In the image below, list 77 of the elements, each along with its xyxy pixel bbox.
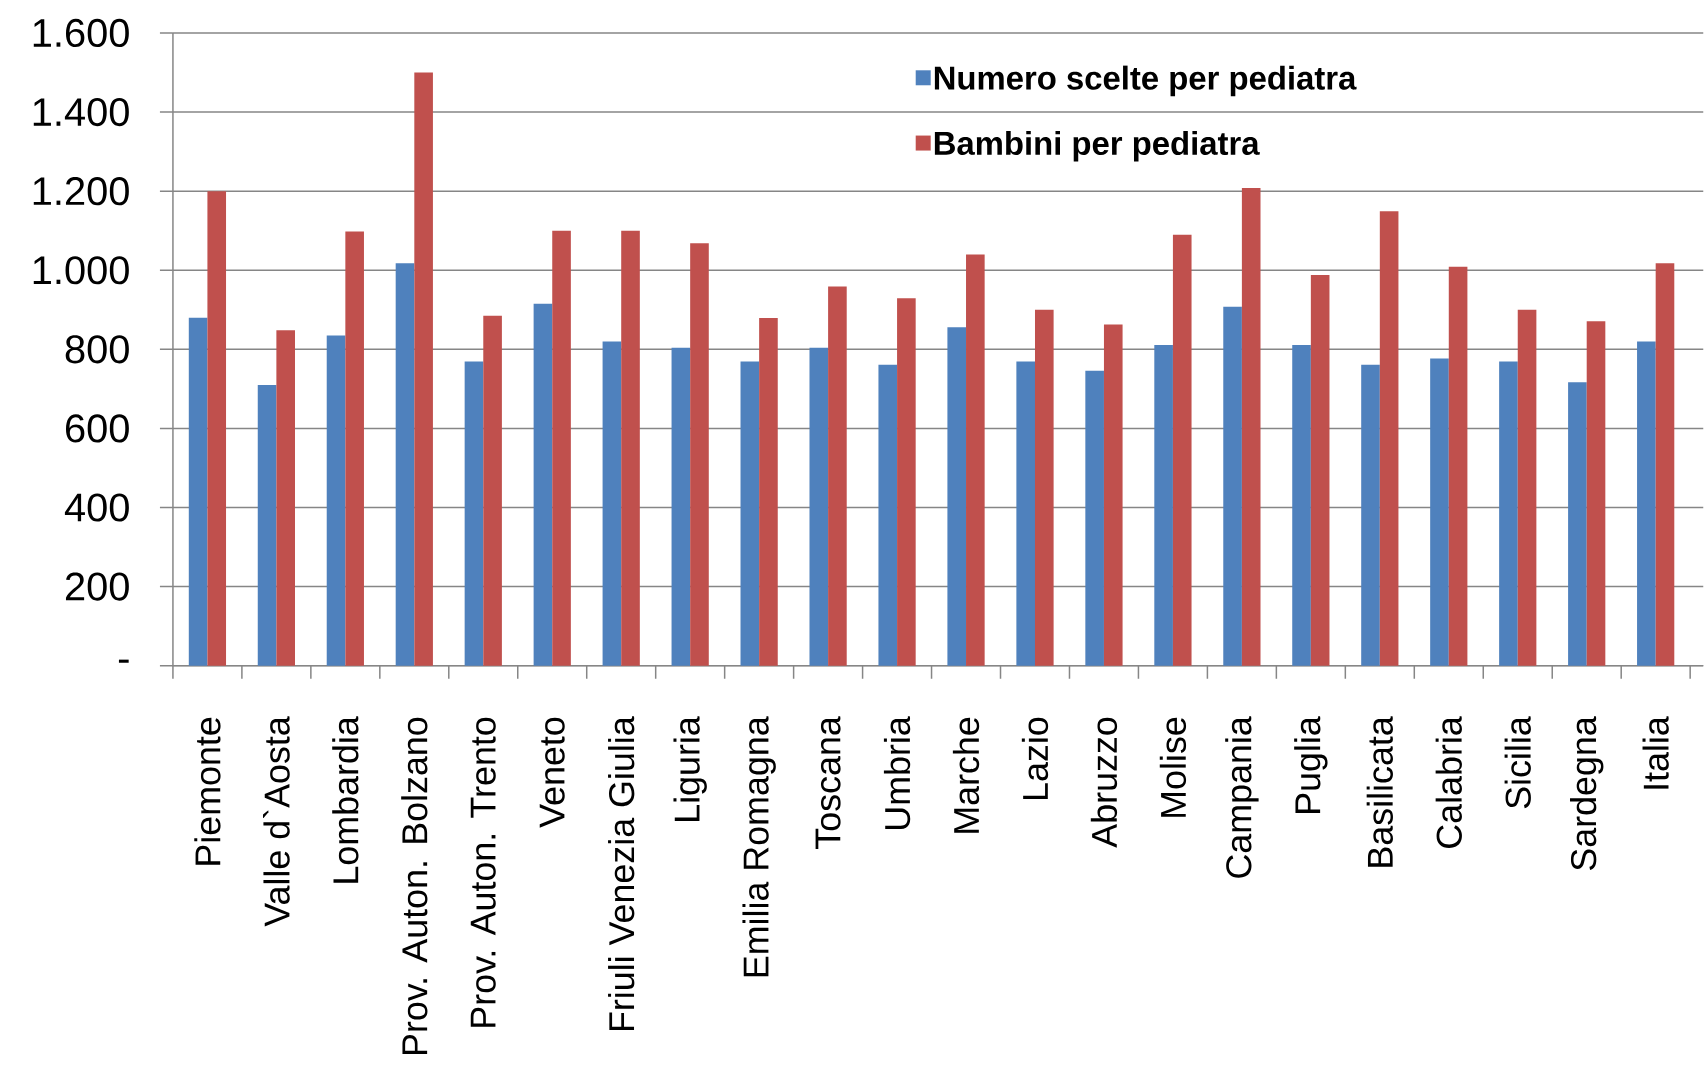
bar [1154,345,1173,666]
bar [1499,361,1518,666]
x-tick-label: Veneto [539,717,565,828]
bar [759,318,778,666]
bar [1016,361,1035,666]
bar [1292,345,1311,666]
x-tick-label: Lombardia [332,716,359,883]
x-tick-label: Italia [1642,716,1669,789]
bar [1310,275,1330,666]
x-tick-label: Sicilia [1504,716,1531,809]
bar [395,263,415,666]
x-tick-label: Calabria [1435,716,1462,849]
x-tick-label: Marche [952,718,980,834]
x-tick-label: Friuli Venezia Giulia [608,716,635,1031]
bar [1103,324,1123,666]
x-tick-label: Basilicata [1366,716,1393,867]
bar [1517,310,1537,666]
x-tick-label: Sardegna [1570,716,1604,871]
x-tick-label: Emilia Romagna [742,716,776,977]
bar [276,330,295,666]
bar [414,72,433,666]
bar [1637,341,1656,666]
bar [1430,358,1449,666]
bar [533,304,553,666]
x-tick-label: Campania [1225,716,1259,879]
bar [188,317,208,666]
bar [1172,234,1192,666]
y-tick-label: 1.600 [33,19,129,48]
y-tick-label: 1.400 [33,98,129,127]
bar [1085,370,1104,666]
bar [1568,382,1587,666]
bar [602,341,622,666]
bar [1241,188,1261,666]
bar [690,243,709,666]
bar [257,385,277,666]
y-tick-label: 400 [64,493,129,522]
x-tick-label: Prov. Auton. Bolzano [401,718,428,1055]
x-tick-label: Umbria [883,716,911,830]
legend-label: Numero scelte per pediatra [934,65,1357,97]
bar [207,191,227,666]
bar [326,335,346,666]
bar [897,298,916,666]
y-tick-label: 1.200 [33,177,129,206]
legend-label: Bambini per pediatra [934,131,1260,162]
bar [828,286,847,666]
x-tick-label: Lazio [1021,717,1049,800]
y-tick-label: 200 [65,572,129,601]
x-tick-label: Valle d`Aosta [263,716,290,927]
x-tick-label: Puglia [1294,716,1328,814]
bar [947,327,967,666]
bar [464,361,484,666]
bar [552,230,571,666]
x-tick-label: Molise [1159,718,1187,818]
bar [809,347,829,666]
x-tick-label: Liguria [673,716,707,822]
y-tick-label: 1.000 [33,256,129,285]
bar [878,365,898,666]
bar [1655,263,1675,666]
x-tick-label: Abruzzo [1090,717,1118,848]
bar [1034,310,1054,666]
bar [621,230,640,666]
bar [671,347,691,666]
x-tick-label: Prov. Auton. Trento [470,717,496,1027]
bar [1586,321,1606,666]
bar [740,361,760,666]
bar [345,231,364,666]
bar [1361,365,1380,666]
y-tick-label: 800 [65,335,129,364]
y-tick-label: 600 [65,414,129,443]
bar [966,254,985,666]
y-tick-label: - [118,659,129,663]
bar [483,315,502,666]
bar [1379,211,1399,666]
x-tick-label: Toscana [815,716,841,850]
bar [1448,266,1468,666]
x-tick-label: Piemonte [194,718,221,865]
bar [1223,306,1242,666]
